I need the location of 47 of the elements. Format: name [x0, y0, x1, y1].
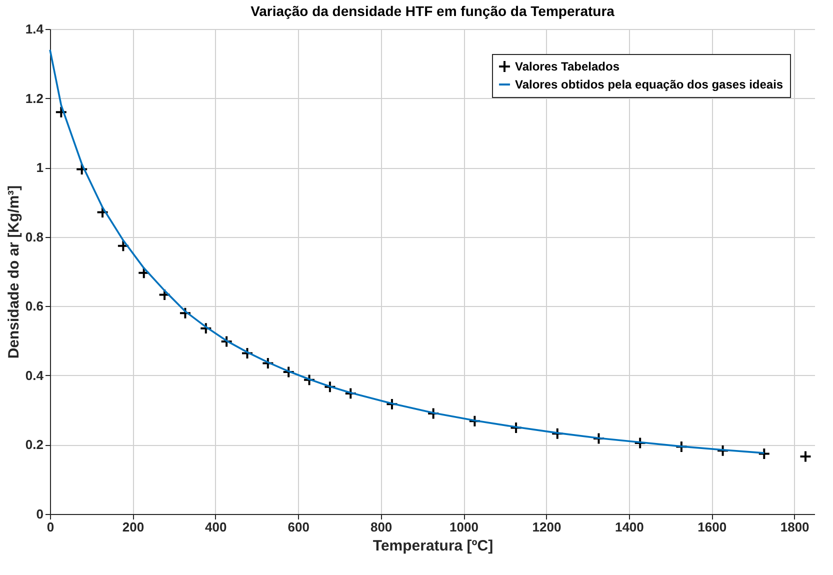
x-tick-label: 1000: [450, 520, 478, 534]
y-axis-title: Densidade do ar [Kg/m³]: [5, 185, 22, 359]
x-tick-label: 1400: [614, 520, 644, 534]
point: [241, 347, 254, 360]
point: [427, 407, 440, 420]
point: [200, 322, 212, 335]
x-tick-label: 0: [46, 520, 54, 534]
y-tick-label: 0.2: [25, 437, 44, 452]
point: [344, 387, 357, 400]
chart-title: Variação da densidade HTF em função da Temperatura: [250, 3, 615, 19]
point: [262, 357, 274, 370]
point: [716, 444, 730, 457]
y-tick-label: 1.2: [25, 90, 44, 106]
point: [675, 440, 688, 454]
legend-label: Valores Tabelados: [515, 60, 620, 74]
point: [468, 414, 481, 428]
x-axis-title: Temperatura [ºC]: [372, 538, 494, 554]
point: [138, 266, 150, 280]
x-tick-label: 600: [288, 520, 310, 534]
y-tick-label: 1: [36, 160, 44, 176]
point: [178, 306, 192, 320]
x-tick-label: 400: [205, 520, 227, 534]
point: [282, 366, 295, 378]
point: [303, 374, 316, 386]
point: [96, 206, 109, 219]
point: [54, 106, 68, 118]
legend-label: Valores obtidos pela equação dos gases ideais: [515, 78, 784, 92]
y-tick-label: 0: [36, 506, 44, 522]
y-tick-label: 0.8: [25, 229, 44, 244]
y-tick-label: 0.6: [25, 298, 44, 314]
x-tick-label: 1600: [698, 520, 727, 534]
x-tick-label: 1200: [532, 520, 562, 534]
point: [386, 398, 398, 410]
point: [799, 450, 812, 463]
point: [634, 436, 646, 450]
x-tick-label: 1800: [780, 520, 810, 534]
point: [158, 288, 171, 301]
x-tick-label: 200: [122, 520, 144, 534]
y-tick-label: 1.4: [25, 22, 44, 36]
point: [220, 335, 233, 348]
point: [76, 163, 88, 176]
point: [510, 421, 522, 434]
point: [116, 240, 130, 252]
y-tick-label: 0.4: [25, 368, 44, 383]
x-tick-label: 800: [370, 520, 392, 534]
point: [758, 447, 770, 460]
point: [324, 380, 336, 394]
